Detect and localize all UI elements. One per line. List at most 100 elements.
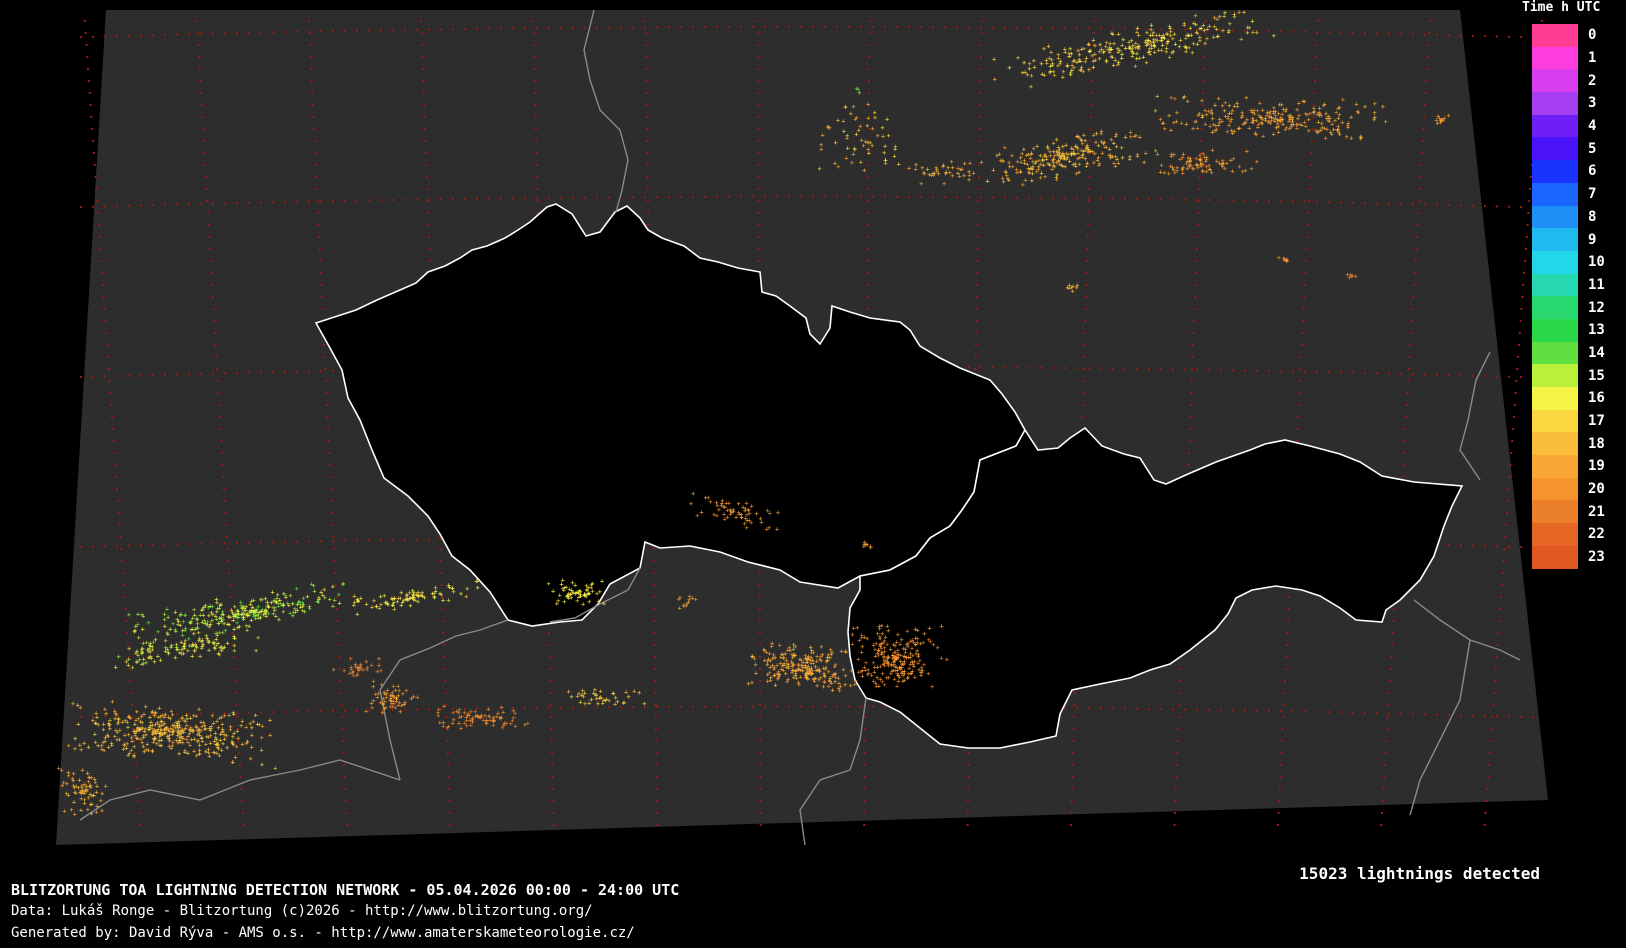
svg-text:+: +: [1200, 167, 1204, 175]
svg-text:+: +: [1165, 30, 1169, 38]
svg-text:+: +: [778, 641, 782, 649]
svg-text:+: +: [794, 667, 798, 675]
svg-text:+: +: [473, 712, 477, 720]
svg-text:+: +: [1061, 74, 1065, 82]
svg-text:+: +: [242, 604, 246, 612]
svg-text:+: +: [889, 661, 893, 669]
svg-text:+: +: [141, 625, 145, 633]
svg-text:+: +: [880, 678, 884, 686]
svg-text:+: +: [600, 577, 604, 585]
svg-text:+: +: [178, 730, 182, 738]
svg-text:+: +: [1148, 38, 1152, 46]
svg-text:+: +: [884, 159, 888, 167]
svg-text:+: +: [642, 700, 646, 708]
svg-text:+: +: [279, 600, 283, 608]
svg-text:+: +: [897, 664, 901, 672]
svg-text:+: +: [1198, 33, 1202, 41]
svg-text:+: +: [211, 748, 215, 756]
svg-text:+: +: [174, 719, 178, 727]
svg-text:+: +: [1181, 154, 1185, 162]
svg-text:+: +: [1217, 121, 1221, 129]
svg-text:+: +: [695, 512, 699, 520]
svg-text:+: +: [127, 713, 131, 721]
svg-text:+: +: [254, 647, 258, 655]
svg-text:+: +: [1038, 174, 1042, 182]
svg-text:+: +: [1373, 100, 1377, 108]
svg-text:+: +: [1283, 256, 1287, 264]
svg-text:+: +: [1221, 163, 1225, 171]
legend-row: 12: [1532, 296, 1618, 319]
svg-text:+: +: [905, 674, 909, 682]
svg-text:+: +: [1076, 47, 1080, 55]
svg-text:+: +: [66, 792, 70, 800]
svg-text:+: +: [1236, 125, 1240, 133]
svg-text:+: +: [1036, 165, 1040, 173]
svg-text:+: +: [877, 625, 881, 633]
legend-row: 16: [1532, 387, 1618, 410]
svg-text:+: +: [403, 698, 407, 706]
svg-text:+: +: [1201, 22, 1205, 30]
svg-text:+: +: [1250, 109, 1254, 117]
svg-text:+: +: [942, 180, 946, 188]
svg-text:+: +: [742, 520, 746, 528]
svg-text:+: +: [1128, 155, 1132, 163]
svg-text:+: +: [390, 594, 394, 602]
legend-row: 1: [1532, 46, 1618, 70]
svg-text:+: +: [188, 618, 192, 626]
svg-text:+: +: [149, 654, 153, 662]
svg-text:+: +: [909, 637, 913, 645]
svg-text:+: +: [71, 782, 75, 790]
svg-text:+: +: [151, 738, 155, 746]
svg-text:+: +: [1255, 158, 1259, 166]
svg-text:+: +: [863, 666, 867, 674]
svg-text:+: +: [1195, 30, 1199, 38]
svg-text:+: +: [392, 605, 396, 613]
svg-text:+: +: [1093, 150, 1097, 158]
svg-text:+: +: [1213, 102, 1217, 110]
svg-text:+: +: [1074, 143, 1078, 151]
svg-text:+: +: [504, 719, 508, 727]
svg-text:+: +: [205, 621, 209, 629]
svg-text:+: +: [817, 165, 821, 173]
svg-text:+: +: [737, 500, 741, 508]
svg-text:+: +: [691, 490, 695, 498]
svg-text:+: +: [500, 703, 504, 711]
svg-text:+: +: [239, 599, 243, 607]
svg-text:+: +: [1166, 170, 1170, 178]
svg-text:+: +: [781, 651, 785, 659]
svg-text:+: +: [1235, 100, 1239, 108]
svg-text:+: +: [136, 620, 140, 628]
svg-text:+: +: [773, 654, 777, 662]
svg-text:+: +: [136, 724, 140, 732]
svg-text:+: +: [581, 687, 585, 695]
time-legend: 0 1 2 3 4 5 6 7 8 9 10 11 12 13 14 15 16 17 18 19 20 21 22 23: [1532, 24, 1618, 569]
svg-text:+: +: [244, 739, 248, 747]
svg-text:+: +: [900, 669, 904, 677]
svg-text:+: +: [920, 164, 924, 172]
svg-text:+: +: [152, 736, 156, 744]
svg-text:+: +: [768, 677, 772, 685]
svg-text:+: +: [249, 616, 253, 624]
svg-text:+: +: [1079, 57, 1083, 65]
svg-text:+: +: [821, 665, 825, 673]
legend-hour-label: 12: [1588, 299, 1605, 316]
svg-text:+: +: [135, 658, 139, 666]
svg-text:+: +: [202, 604, 206, 612]
svg-text:+: +: [109, 739, 113, 747]
svg-text:+: +: [405, 595, 409, 603]
legend-row: 20: [1532, 477, 1618, 501]
svg-text:+: +: [746, 680, 750, 688]
svg-text:+: +: [1210, 129, 1214, 137]
svg-text:+: +: [1311, 109, 1315, 117]
legend-hour-label: 6: [1588, 163, 1597, 180]
svg-text:+: +: [812, 675, 816, 683]
svg-text:+: +: [141, 639, 145, 647]
svg-text:+: +: [161, 731, 165, 739]
svg-text:+: +: [177, 729, 181, 737]
svg-text:+: +: [479, 712, 483, 720]
svg-text:+: +: [479, 714, 483, 722]
svg-text:+: +: [916, 651, 920, 659]
svg-text:+: +: [469, 722, 473, 730]
svg-text:+: +: [811, 676, 815, 684]
svg-text:+: +: [492, 717, 496, 725]
